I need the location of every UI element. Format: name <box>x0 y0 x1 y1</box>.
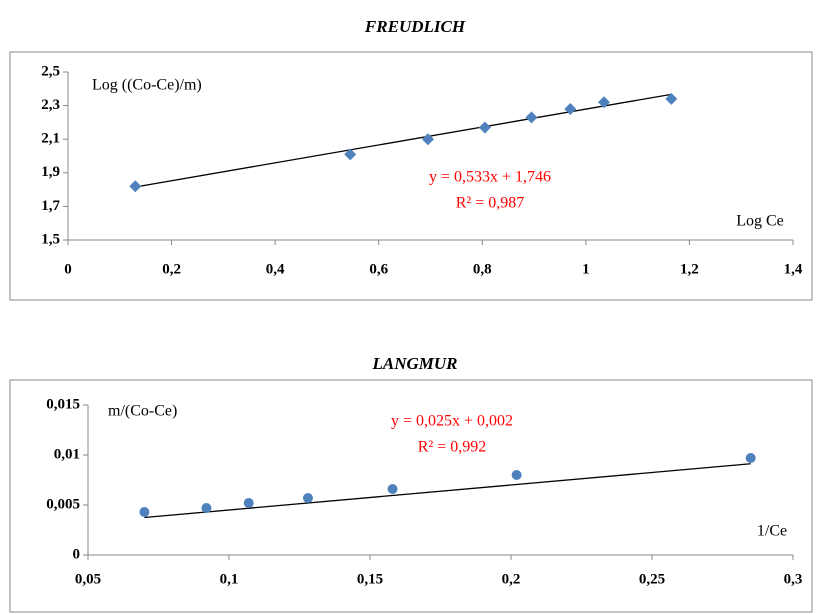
y-tick-label: 1,7 <box>41 198 60 214</box>
data-point <box>564 102 577 115</box>
x-tick-label: 0,05 <box>75 571 101 587</box>
trendline <box>144 463 751 519</box>
data-point <box>344 148 357 161</box>
x-tick-label: 0,4 <box>266 261 285 277</box>
chart-frame <box>9 379 813 613</box>
x-axis-label: 1/Ce <box>757 523 787 540</box>
y-tick-label: 1,5 <box>41 231 60 247</box>
trendline <box>135 93 672 188</box>
data-point <box>597 96 610 109</box>
y-tick-label: 0 <box>73 546 81 562</box>
data-point <box>511 470 522 480</box>
data-point <box>201 503 212 513</box>
data-point <box>525 111 538 124</box>
chart-title: LANGMUR <box>371 354 457 373</box>
data-point <box>129 180 142 193</box>
trendline-equation: y = 0,025x + 0,002 <box>391 413 513 430</box>
x-tick-label: 0,1 <box>220 571 239 587</box>
chart-title: FREUDLICH <box>364 17 466 36</box>
trendline-r2: R² = 0,987 <box>456 195 525 212</box>
x-tick-label: 0,8 <box>473 261 492 277</box>
x-tick-label: 0 <box>64 261 72 277</box>
data-point <box>139 507 150 517</box>
data-point <box>387 484 398 494</box>
x-tick-label: 0,6 <box>369 261 388 277</box>
y-axis-label: m/(Co-Ce) <box>108 403 177 420</box>
data-point <box>243 498 254 508</box>
x-tick-label: 0,3 <box>784 571 803 587</box>
data-point <box>665 92 678 105</box>
x-tick-label: 0,2 <box>502 571 521 587</box>
x-tick-label: 1 <box>582 261 590 277</box>
x-tick-label: 0,2 <box>162 261 181 277</box>
trendline-r2: R² = 0,992 <box>418 439 487 456</box>
y-tick-label: 2,3 <box>41 97 60 113</box>
y-tick-label: 0,015 <box>46 396 80 412</box>
y-axis-label: Log ((Co-Ce)/m) <box>92 77 202 94</box>
data-point <box>478 121 491 134</box>
chart-frame <box>9 51 813 301</box>
y-tick-label: 2,5 <box>41 63 60 79</box>
data-point <box>745 453 756 463</box>
trendline-equation: y = 0,533x + 1,746 <box>429 169 551 186</box>
data-point <box>421 133 434 146</box>
x-tick-label: 1,4 <box>784 261 803 277</box>
y-tick-label: 0,01 <box>54 446 80 462</box>
y-tick-label: 0,005 <box>46 496 80 512</box>
x-axis-label: Log Ce <box>736 213 784 230</box>
x-tick-label: 1,2 <box>680 261 699 277</box>
x-tick-label: 0,15 <box>357 571 383 587</box>
y-tick-label: 1,9 <box>41 164 60 180</box>
x-tick-label: 0,25 <box>639 571 665 587</box>
y-tick-label: 2,1 <box>41 131 60 147</box>
data-point <box>302 493 313 503</box>
